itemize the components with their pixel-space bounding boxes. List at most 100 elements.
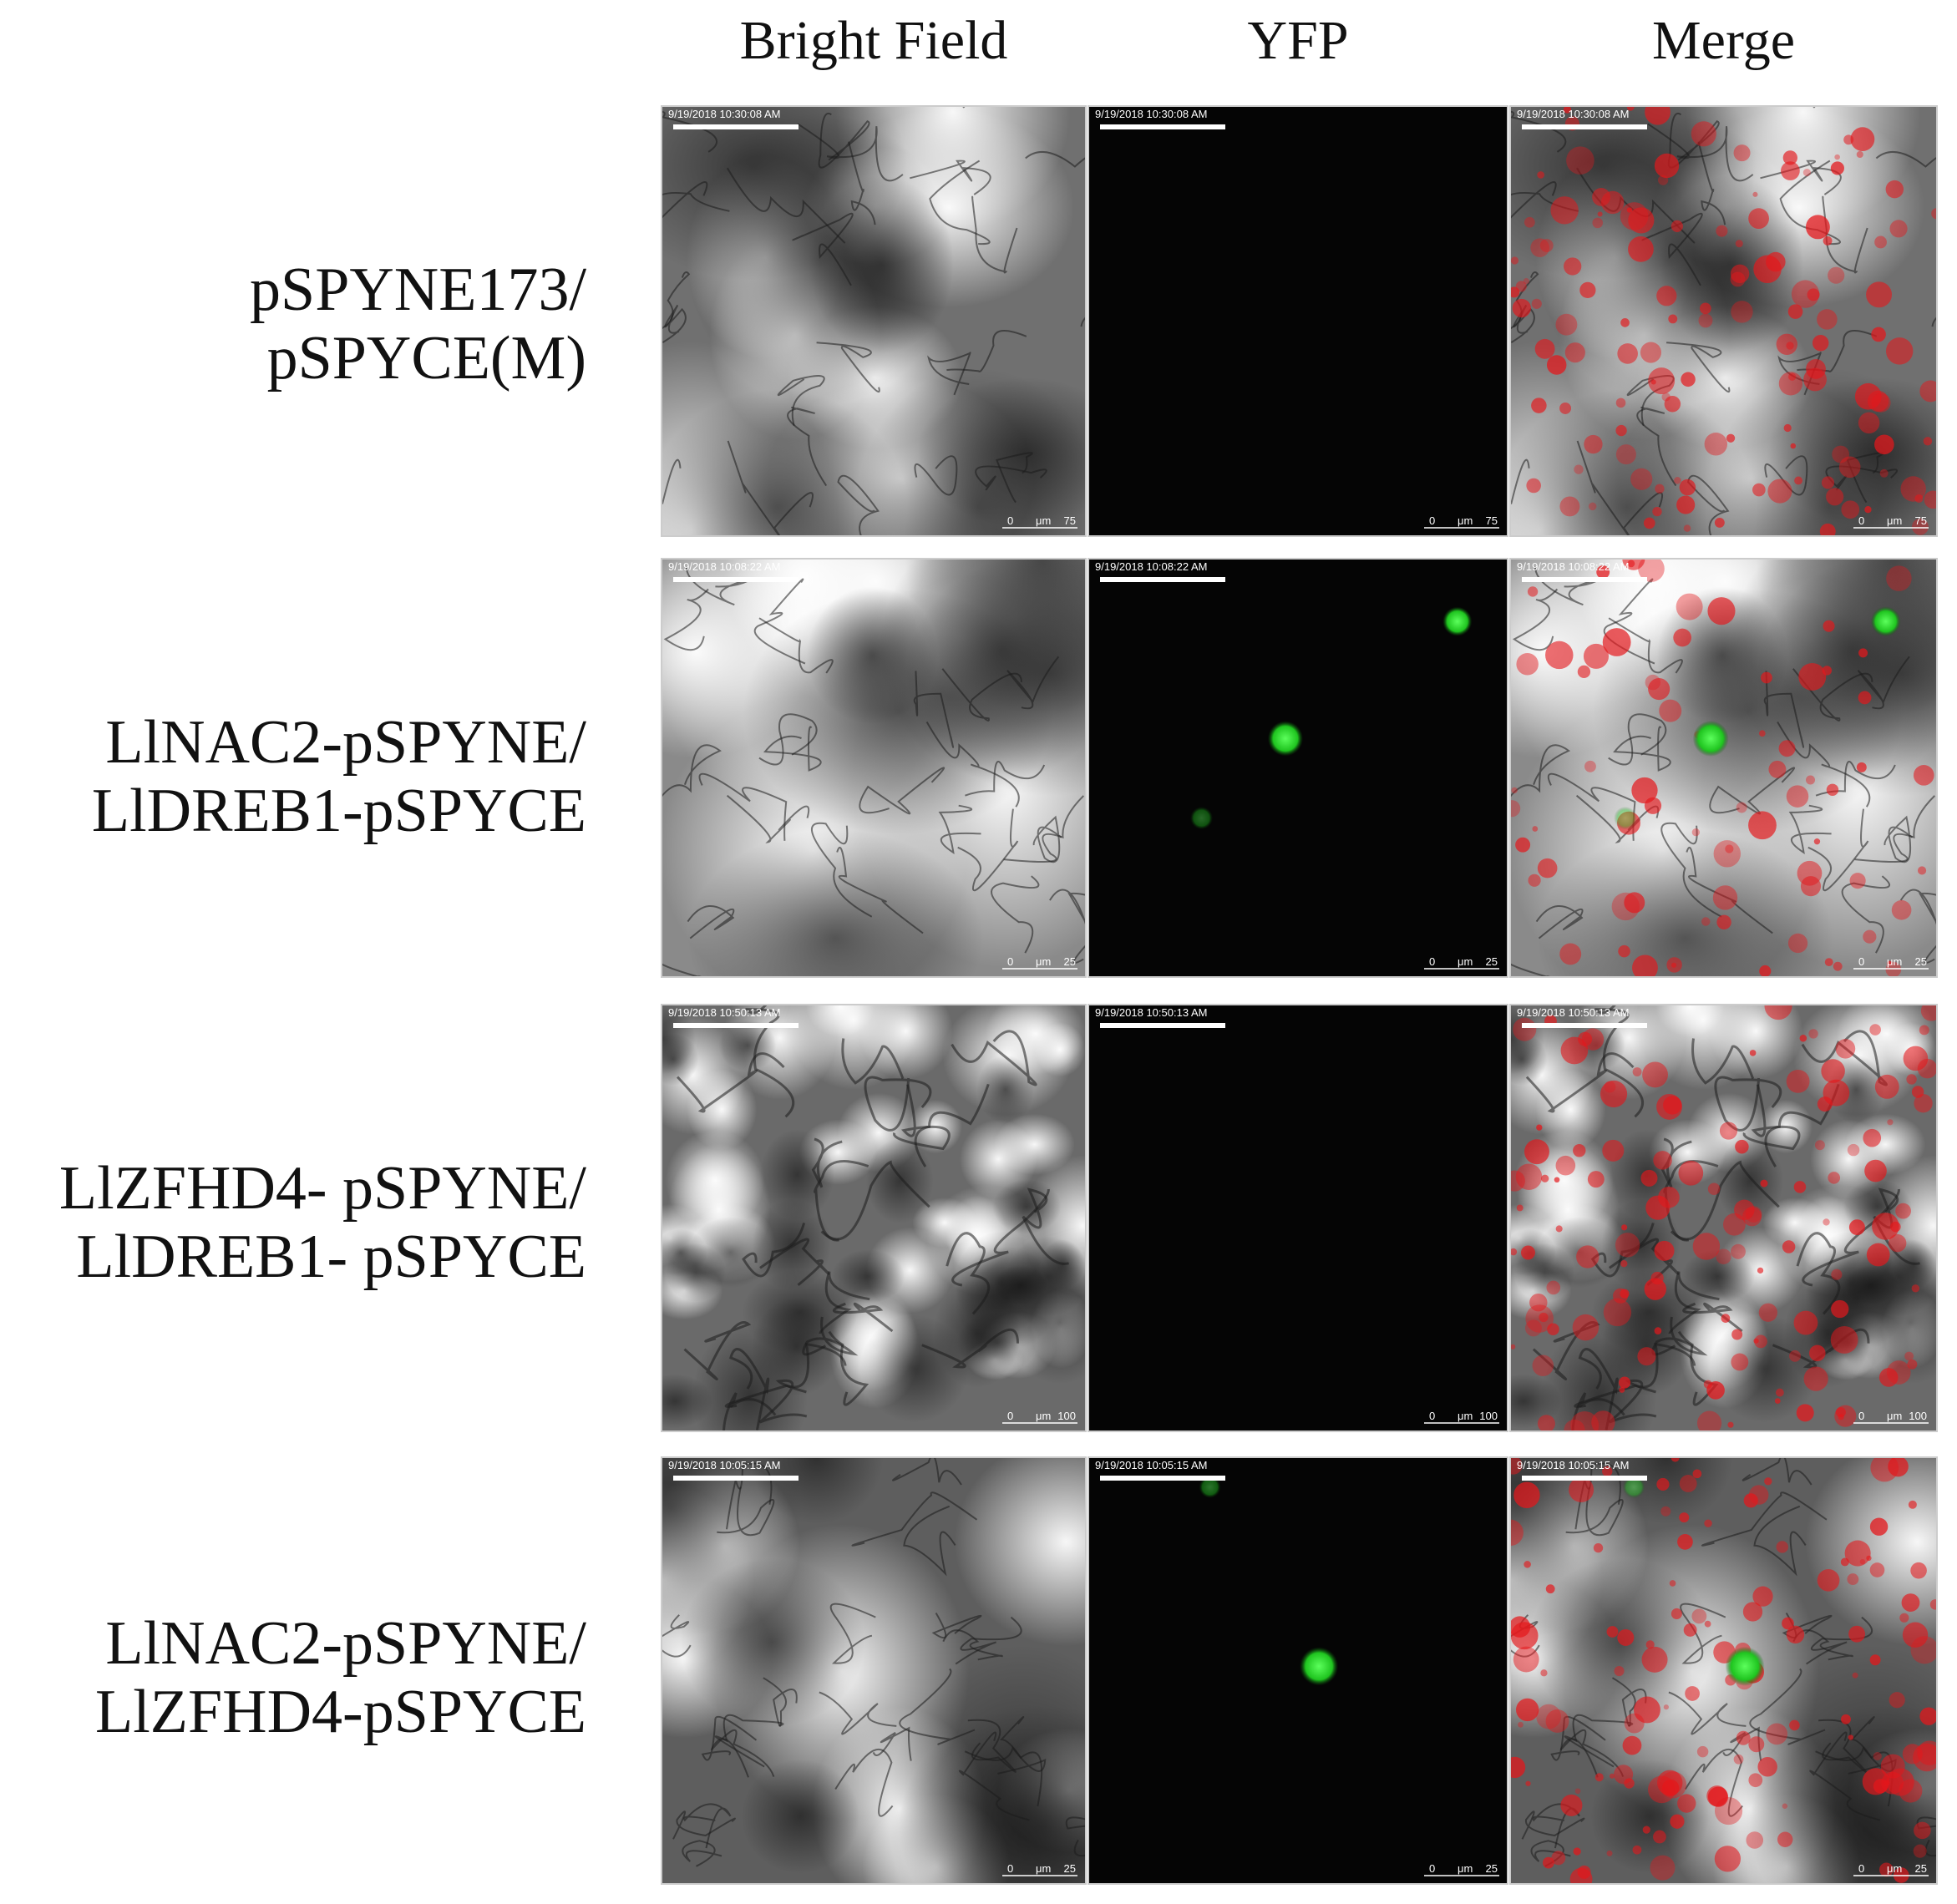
cell-wall — [1764, 455, 1808, 496]
chlorophyll — [1761, 671, 1772, 684]
chlorophyll — [1624, 892, 1645, 914]
chlorophyll — [1866, 1243, 1890, 1267]
row-label: LlZFHD4- pSPYNE/ — [59, 1154, 587, 1223]
cell-wall — [1613, 726, 1671, 772]
chlorophyll — [1799, 1034, 1807, 1042]
chlorophyll — [1864, 1159, 1887, 1182]
chlorophyll — [1656, 1770, 1683, 1796]
chlorophyll — [1735, 240, 1743, 248]
chlorophyll — [1650, 1271, 1664, 1285]
chlorophyll — [1814, 1140, 1825, 1151]
cell-wall — [1701, 1491, 1828, 1547]
chlorophyll — [1569, 1477, 1594, 1502]
cell-wall — [828, 1330, 869, 1406]
cell-wall — [1682, 1302, 1743, 1333]
chlorophyll — [1579, 281, 1596, 299]
cell-wall — [1510, 458, 1530, 505]
chlorophyll — [1524, 1319, 1542, 1337]
chlorophyll — [1819, 523, 1836, 536]
chlorophyll — [1560, 1036, 1589, 1065]
cell-wall — [1788, 804, 1832, 854]
cell-wall — [710, 1729, 775, 1778]
scale-label: 0 — [1429, 1862, 1435, 1875]
chlorophyll — [1614, 1666, 1625, 1677]
chlorophyll — [1510, 800, 1521, 818]
chlorophyll — [1725, 844, 1734, 853]
chlorophyll — [1826, 783, 1839, 796]
cell-wall — [1550, 1715, 1606, 1761]
chlorophyll — [1835, 1039, 1856, 1059]
cell-wall — [1760, 160, 1842, 195]
cell-wall — [1714, 1076, 1782, 1132]
cell-wall — [914, 455, 958, 496]
scale-label: μm — [1887, 1410, 1902, 1422]
chlorophyll — [1874, 434, 1894, 455]
chlorophyll — [1862, 1768, 1889, 1795]
chlorophyll — [1564, 257, 1582, 276]
scale-label: μm — [1887, 514, 1902, 527]
scale-label: 0 — [1007, 514, 1013, 527]
dark-area — [976, 1055, 1035, 1124]
chlorophyll — [1787, 304, 1803, 319]
chlorophyll — [1782, 1803, 1788, 1810]
cell-wall — [1796, 1232, 1841, 1315]
cell-wall — [1647, 123, 1754, 182]
chlorophyll — [1614, 1765, 1634, 1785]
chlorophyll — [1742, 1207, 1762, 1227]
scale-label: 100 — [1479, 1410, 1498, 1422]
cell-wall — [1802, 1188, 1900, 1287]
cell-wall — [841, 1038, 905, 1085]
cell-wall — [1609, 1238, 1680, 1286]
chlorophyll — [1830, 1326, 1858, 1354]
chlorophyll — [1530, 238, 1550, 258]
chlorophyll — [1524, 1561, 1531, 1568]
chlorophyll — [1817, 1096, 1833, 1112]
cell-wall — [1677, 1330, 1719, 1406]
cell-wall — [1510, 744, 1571, 798]
chlorophyll — [1644, 797, 1662, 814]
dark-area — [865, 1138, 934, 1224]
chlorophyll — [1584, 760, 1596, 772]
chlorophyll — [1712, 885, 1738, 910]
chlorophyll — [1889, 220, 1908, 238]
cell-wall — [748, 1005, 768, 1015]
cell-wall — [1032, 815, 1062, 863]
bright-area — [954, 1457, 1086, 1647]
cell-wall — [1608, 617, 1683, 674]
chlorophyll — [1901, 1593, 1920, 1612]
timestamp: 9/19/2018 10:30:08 AM — [1517, 108, 1629, 120]
chlorophyll — [1551, 1851, 1566, 1866]
chlorophyll — [1676, 593, 1703, 620]
chlorophyll — [1774, 1398, 1781, 1404]
chlorophyll — [1696, 1745, 1709, 1758]
scale-label: 25 — [1915, 955, 1927, 968]
chlorophyll — [1858, 412, 1880, 434]
chlorophyll — [1531, 398, 1547, 413]
panel-border — [1088, 558, 1508, 978]
chlorophyll — [1628, 207, 1655, 234]
chlorophyll — [1872, 1213, 1899, 1240]
scale-label: 25 — [1486, 1862, 1498, 1875]
chlorophyll — [1786, 785, 1809, 808]
chlorophyll — [1911, 1284, 1920, 1293]
chlorophyll — [1714, 1797, 1743, 1826]
chlorophyll — [1669, 1580, 1676, 1587]
chlorophyll — [1656, 1093, 1682, 1120]
column-header: Merge — [1652, 10, 1795, 71]
cell-wall — [1779, 160, 1841, 246]
scale-label: 100 — [1057, 1410, 1076, 1422]
chlorophyll — [1776, 1541, 1788, 1553]
chlorophyll — [1759, 730, 1766, 737]
chlorophyll — [1536, 1704, 1561, 1729]
chlorophyll — [1790, 443, 1797, 449]
cell-wall — [683, 1321, 752, 1380]
chlorophyll — [1841, 500, 1860, 519]
timestamp: 9/19/2018 10:08:22 AM — [1095, 560, 1207, 573]
chlorophyll — [1547, 1323, 1559, 1336]
scale-label: 75 — [1064, 514, 1076, 527]
chlorophyll — [1840, 1557, 1849, 1567]
chlorophyll — [1619, 1376, 1631, 1389]
scale-bar-top — [1522, 577, 1647, 582]
cell-wall — [1578, 1348, 1619, 1431]
yfp-nucleus — [1199, 1476, 1221, 1498]
